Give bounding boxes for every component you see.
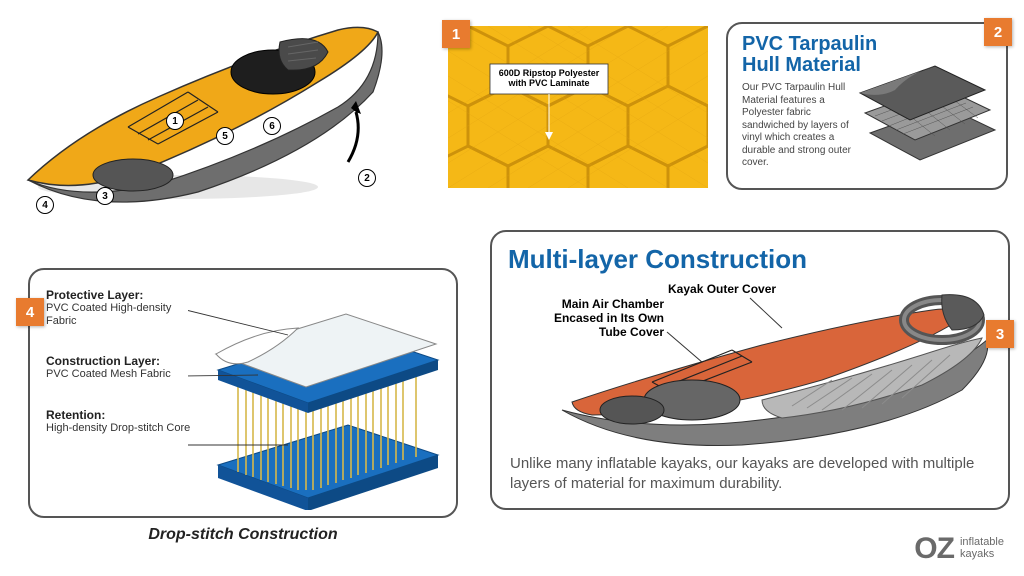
ds-layer1-sub: PVC Coated High-density Fabric: [46, 302, 196, 328]
multilayer-title: Multi-layer Construction: [508, 244, 992, 275]
ds-layer2-sub: PVC Coated Mesh Fabric: [46, 368, 196, 381]
tarpaulin-desc: Our PVC Tarpaulin Hull Material features…: [742, 82, 858, 170]
dropstitch-svg: [188, 280, 448, 510]
badge-1: 1: [442, 20, 470, 48]
multilayer-desc: Unlike many inflatable kayaks, our kayak…: [510, 454, 990, 495]
panel-multilayer: Multi-layer Construction Kayak Outer Cov…: [490, 230, 1010, 510]
panel-tarpaulin: PVC Tarpaulin Hull Material Our PVC Tarp…: [726, 22, 1008, 190]
kayak-marker-6: 6: [263, 117, 281, 135]
badge-4: 4: [16, 298, 44, 326]
multilayer-kayak-svg: [502, 280, 1002, 450]
ripstop-swatch: [448, 26, 708, 188]
kayak-marker-3: 3: [96, 187, 114, 205]
logo-big: OZ: [914, 532, 954, 566]
kayak-hero: 1 5 6 3 4 2: [18, 12, 418, 222]
badge-2: 2: [984, 18, 1012, 46]
dropstitch-caption: Drop-stitch Construction: [28, 526, 458, 544]
logo: OZ inflatable kayaks: [914, 532, 1004, 566]
kayak-marker-1: 1: [166, 112, 184, 130]
ds-layer1-title: Protective Layer:: [46, 288, 196, 302]
tarpaulin-layers-svg: [850, 38, 1000, 178]
kayak-marker-2: 2: [358, 169, 376, 187]
ds-layer3-title: Retention:: [46, 408, 196, 422]
badge-3: 3: [986, 320, 1014, 348]
kayak-marker-5: 5: [216, 127, 234, 145]
kayak-hero-svg: [18, 12, 418, 222]
kayak-marker-4: 4: [36, 196, 54, 214]
panel-ripstop: 600D Ripstop Polyester with PVC Laminate…: [448, 26, 708, 188]
ds-layer2-title: Construction Layer:: [46, 354, 196, 368]
logo-line2: kayaks: [960, 549, 1004, 561]
ripstop-label: 600D Ripstop Polyester with PVC Laminate: [496, 68, 602, 89]
ds-layer3-sub: High-density Drop-stitch Core: [46, 422, 196, 435]
panel-dropstitch: Protective Layer: PVC Coated High-densit…: [28, 268, 458, 518]
